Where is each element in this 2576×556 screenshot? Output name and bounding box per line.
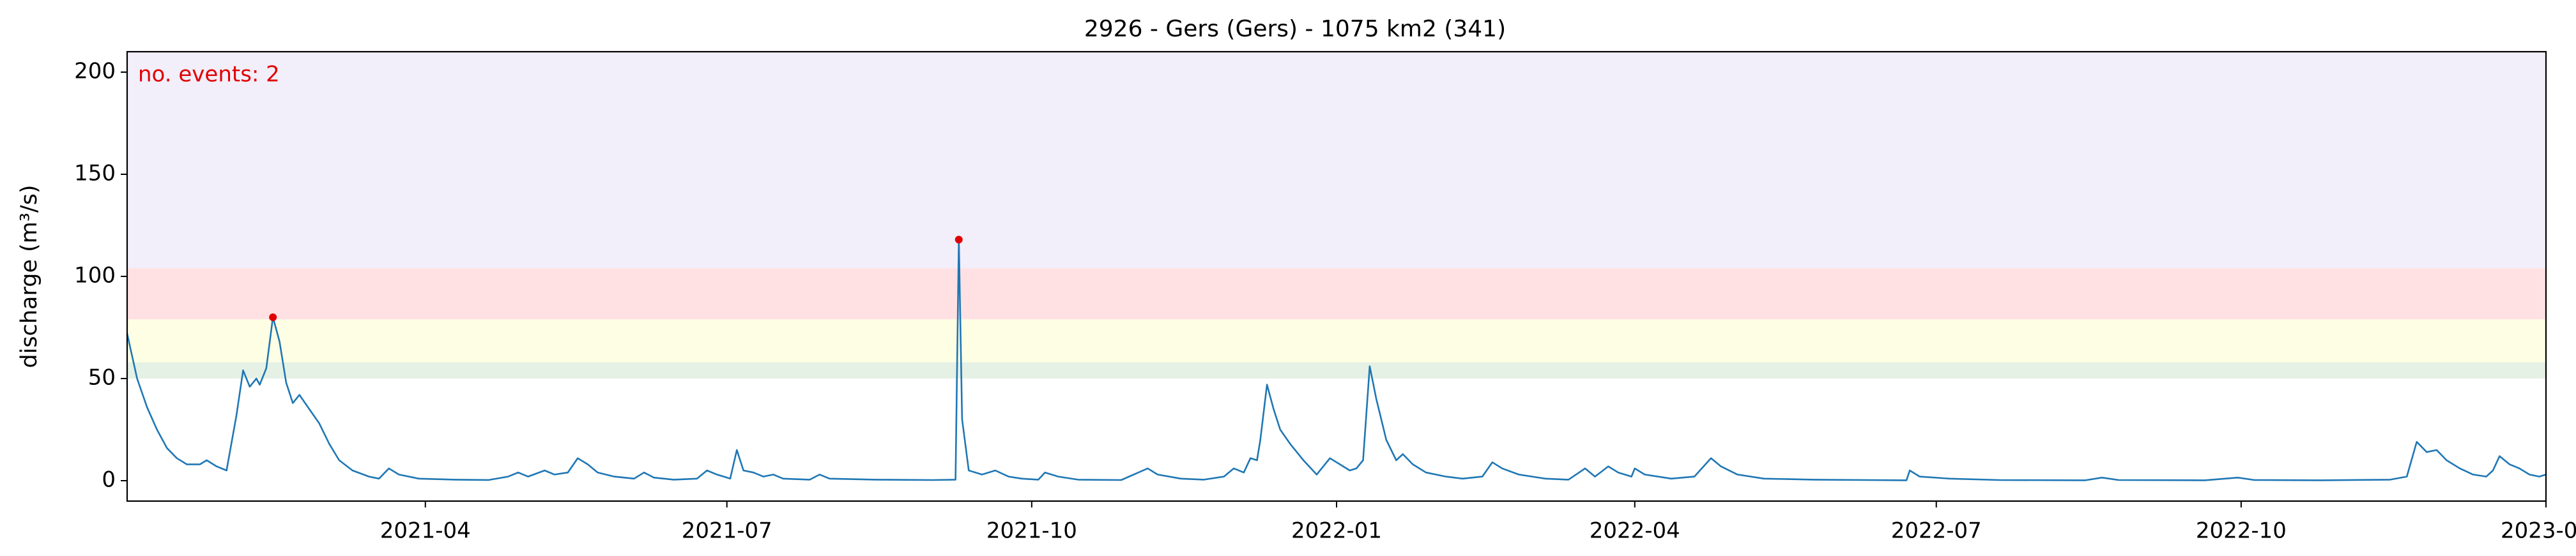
x-tick-label: 2023-01 bbox=[2501, 518, 2576, 544]
x-tick-label: 2021-10 bbox=[986, 518, 1077, 544]
chart-title: 2926 - Gers (Gers) - 1075 km2 (341) bbox=[1084, 16, 1506, 42]
discharge-line bbox=[126, 239, 2547, 481]
event-point bbox=[269, 313, 277, 321]
event-point bbox=[954, 236, 963, 244]
threshold-band bbox=[127, 362, 2546, 379]
x-tick-label: 2021-04 bbox=[380, 518, 471, 544]
x-tick-label: 2022-01 bbox=[1291, 518, 1382, 544]
y-tick-label: 0 bbox=[102, 467, 116, 493]
y-tick-label: 50 bbox=[88, 365, 116, 391]
x-tick-label: 2022-04 bbox=[1590, 518, 1680, 544]
x-tick-label: 2022-10 bbox=[2196, 518, 2287, 544]
y-tick-label: 150 bbox=[74, 161, 116, 186]
plot-frame bbox=[126, 50, 2547, 502]
y-tick-label: 200 bbox=[74, 59, 116, 84]
threshold-band bbox=[127, 319, 2546, 363]
y-tick-label: 100 bbox=[74, 263, 116, 289]
x-tick-label: 2022-07 bbox=[1891, 518, 1982, 544]
threshold-band bbox=[127, 268, 2546, 320]
y-axis-label: discharge (m³/s) bbox=[17, 184, 42, 368]
x-tick-label: 2021-07 bbox=[682, 518, 772, 544]
threshold-band bbox=[127, 52, 2546, 269]
event-count: no. events: 2 bbox=[138, 62, 280, 87]
